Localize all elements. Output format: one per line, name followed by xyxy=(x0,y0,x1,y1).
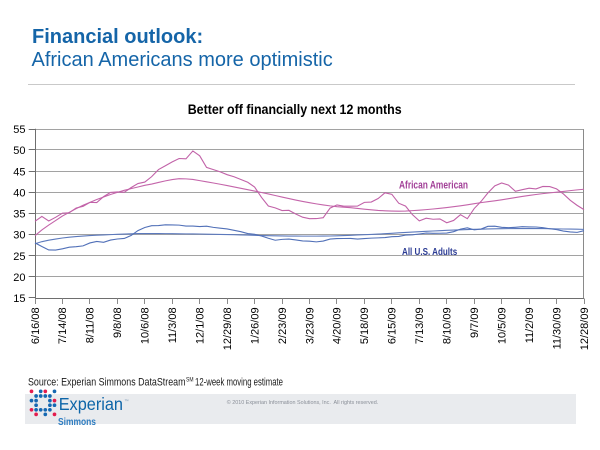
svg-text:12-week moving estimate: 12-week moving estimate xyxy=(195,377,283,389)
svg-text:12/28/09: 12/28/09 xyxy=(579,307,591,350)
svg-text:45: 45 xyxy=(13,166,25,178)
svg-text:3/23/09: 3/23/09 xyxy=(304,307,316,344)
svg-text:40: 40 xyxy=(13,187,25,199)
svg-text:8/11/08: 8/11/08 xyxy=(85,307,97,343)
svg-text:20: 20 xyxy=(13,272,25,284)
svg-text:SM: SM xyxy=(186,377,194,384)
svg-text:4/20/09: 4/20/09 xyxy=(332,307,344,344)
svg-text:11/30/09: 11/30/09 xyxy=(551,307,563,349)
svg-text:15: 15 xyxy=(13,293,25,305)
svg-text:50: 50 xyxy=(13,145,25,157)
svg-text:5/18/09: 5/18/09 xyxy=(359,307,371,344)
svg-text:8/10/09: 8/10/09 xyxy=(442,307,454,344)
svg-text:30: 30 xyxy=(13,230,25,242)
svg-text:35: 35 xyxy=(13,209,25,221)
svg-text:1/26/09: 1/26/09 xyxy=(249,307,261,344)
svg-text:2/23/09: 2/23/09 xyxy=(277,307,289,344)
svg-text:™: ™ xyxy=(124,399,129,404)
svg-text:12/29/08: 12/29/08 xyxy=(222,307,234,350)
svg-text:12/1/08: 12/1/08 xyxy=(195,307,207,344)
svg-text:Source: Experian Simmons DataS: Source: Experian Simmons DataStream xyxy=(28,377,186,389)
svg-text:11/3/08: 11/3/08 xyxy=(167,307,179,343)
svg-text:Better off financially next 12: Better off financially next 12 months xyxy=(188,101,402,117)
svg-text:6/16/08: 6/16/08 xyxy=(30,307,42,344)
svg-text:Simmons: Simmons xyxy=(58,417,96,428)
svg-text:9/8/08: 9/8/08 xyxy=(112,307,124,338)
svg-text:25: 25 xyxy=(13,251,25,263)
svg-text:7/13/09: 7/13/09 xyxy=(414,307,426,344)
svg-text:7/14/08: 7/14/08 xyxy=(57,307,69,344)
svg-text:African American: African American xyxy=(399,180,468,192)
svg-text:11/2/09: 11/2/09 xyxy=(524,307,536,343)
svg-text:55: 55 xyxy=(13,124,25,136)
svg-text:10/5/09: 10/5/09 xyxy=(496,307,508,344)
svg-text:All U.S. Adults: All U.S. Adults xyxy=(402,246,457,258)
svg-text:10/6/08: 10/6/08 xyxy=(140,307,152,344)
svg-text:Experian: Experian xyxy=(59,394,123,414)
svg-text:6/15/09: 6/15/09 xyxy=(387,307,399,344)
svg-text:9/7/09: 9/7/09 xyxy=(469,307,481,338)
